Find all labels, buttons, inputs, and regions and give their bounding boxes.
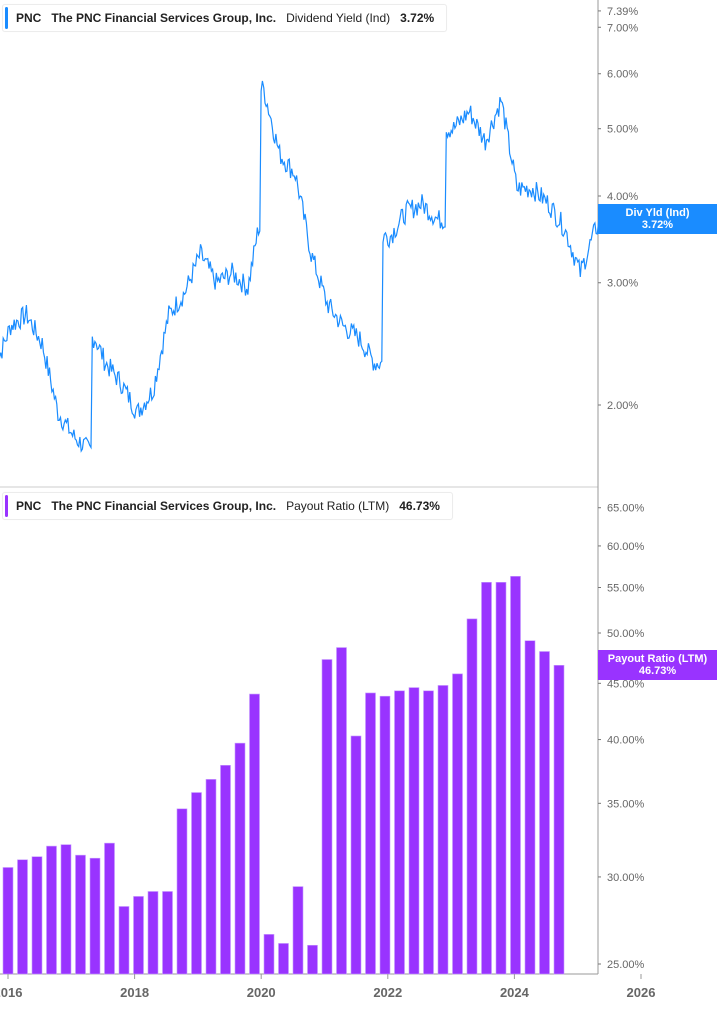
- legend-metric: Payout Ratio (LTM): [286, 499, 390, 513]
- payout-bar[interactable]: [379, 695, 391, 975]
- payout-bar[interactable]: [292, 886, 304, 975]
- payout-bar[interactable]: [60, 844, 72, 975]
- legend-value: 46.73%: [399, 499, 440, 513]
- series-color-swatch: [5, 7, 8, 29]
- payout-bar[interactable]: [394, 690, 405, 975]
- legend-company: The PNC Financial Services Group, Inc.: [51, 499, 277, 513]
- y-tick-label: 45.00%: [607, 678, 645, 690]
- payout-bar[interactable]: [147, 891, 159, 975]
- y-tick-label: 60.00%: [607, 541, 645, 553]
- x-tick-label: 2020: [247, 985, 276, 1000]
- payout-bar[interactable]: [75, 854, 86, 975]
- y-tick-label: 2.00%: [607, 400, 638, 412]
- payout-ratio-badge: Payout Ratio (LTM) 46.73%: [598, 650, 717, 680]
- y-tick-label: 3.00%: [607, 278, 638, 290]
- payout-bar[interactable]: [31, 856, 43, 975]
- y-tick-label: 4.00%: [607, 191, 638, 203]
- legend-metric: Dividend Yield (Ind): [286, 11, 391, 25]
- dividend-yield-line: [0, 80, 613, 453]
- y-tick-label: 7.39%: [607, 6, 638, 18]
- payout-bar[interactable]: [423, 690, 434, 975]
- panel-divider: [0, 486, 598, 488]
- payout-bar[interactable]: [336, 647, 347, 975]
- payout-bar[interactable]: [162, 891, 173, 975]
- badge-label: Div Yld (Ind): [625, 207, 690, 219]
- payout-bar[interactable]: [205, 779, 217, 975]
- y-tick-label: 5.00%: [607, 124, 638, 136]
- legend-value: 3.72%: [400, 11, 435, 25]
- y-tick-label: 50.00%: [607, 628, 645, 640]
- y-tick-label: 6.00%: [607, 69, 638, 81]
- payout-bar[interactable]: [220, 765, 231, 975]
- payout-bar[interactable]: [278, 943, 289, 975]
- legend-company: The PNC Financial Services Group, Inc.: [51, 11, 277, 25]
- badge-value: 3.72%: [641, 219, 674, 231]
- y-tick-label: 7.00%: [607, 22, 638, 34]
- badge-label: Payout Ratio (LTM): [607, 653, 708, 665]
- x-tick-label: 2016: [0, 985, 22, 1000]
- payout-bar[interactable]: [118, 906, 130, 975]
- payout-bar[interactable]: [17, 859, 28, 975]
- y-tick-label: 35.00%: [607, 798, 645, 810]
- payout-bar[interactable]: [191, 792, 202, 975]
- payout-bar[interactable]: [176, 808, 188, 975]
- payout-bar[interactable]: [553, 664, 565, 975]
- x-tick-label: 2026: [627, 985, 656, 1000]
- dividend-yield-badge: Div Yld (Ind) 3.72%: [598, 204, 717, 234]
- payout-bar[interactable]: [350, 735, 362, 975]
- y-tick-label: 30.00%: [607, 872, 645, 884]
- payout-bar[interactable]: [466, 618, 478, 975]
- x-tick-label: 2018: [120, 985, 149, 1000]
- payout-bar[interactable]: [234, 742, 246, 975]
- series-color-swatch: [5, 495, 8, 517]
- x-tick-label: 2024: [500, 985, 530, 1000]
- y-tick-label: 55.00%: [607, 582, 645, 594]
- payout-bar[interactable]: [249, 693, 260, 975]
- payout-ratio-panel: 65.00% 60.00% 55.00% 50.00% 45.00% 40.00% 35.0…: [0, 488, 717, 1005]
- payout-bar[interactable]: [495, 582, 507, 975]
- y-tick-label: 65.00%: [607, 503, 645, 515]
- x-tick-label: 2022: [373, 985, 402, 1000]
- payout-bar[interactable]: [46, 845, 57, 975]
- payout-bar[interactable]: [437, 685, 449, 975]
- payout-bar[interactable]: [133, 896, 144, 975]
- payout-ratio-chart[interactable]: 65.00% 60.00% 55.00% 50.00% 45.00% 40.00% 35.0…: [0, 488, 717, 1005]
- y-tick-label: 40.00%: [607, 735, 645, 747]
- payout-bar[interactable]: [365, 692, 376, 975]
- payout-bar[interactable]: [321, 659, 333, 975]
- legend-ticker: PNC: [16, 499, 42, 513]
- payout-bar[interactable]: [104, 842, 115, 975]
- badge-value: 46.73%: [638, 665, 677, 677]
- y-tick-label: 25.00%: [607, 959, 645, 971]
- payout-bar[interactable]: [539, 651, 550, 975]
- payout-bar[interactable]: [481, 582, 492, 975]
- dividend-yield-panel: 7.39% 7.00% 6.00% 5.00% 4.00% 3.00% 2.00% PNC …: [0, 0, 717, 488]
- dividend-yield-chart[interactable]: 7.39% 7.00% 6.00% 5.00% 4.00% 3.00% 2.00%: [0, 0, 717, 488]
- payout-bar[interactable]: [452, 673, 463, 975]
- payout-bar[interactable]: [2, 867, 14, 975]
- payout-bar[interactable]: [408, 687, 420, 975]
- dividend-yield-legend: PNC The PNC Financial Services Group, In…: [2, 4, 448, 32]
- payout-ratio-legend: PNC The PNC Financial Services Group, In…: [2, 492, 453, 520]
- legend-ticker: PNC: [16, 11, 42, 25]
- payout-bar[interactable]: [89, 857, 101, 975]
- payout-bar[interactable]: [307, 944, 318, 975]
- payout-bar[interactable]: [263, 934, 275, 975]
- payout-bar[interactable]: [524, 640, 536, 975]
- payout-bar[interactable]: [510, 576, 521, 975]
